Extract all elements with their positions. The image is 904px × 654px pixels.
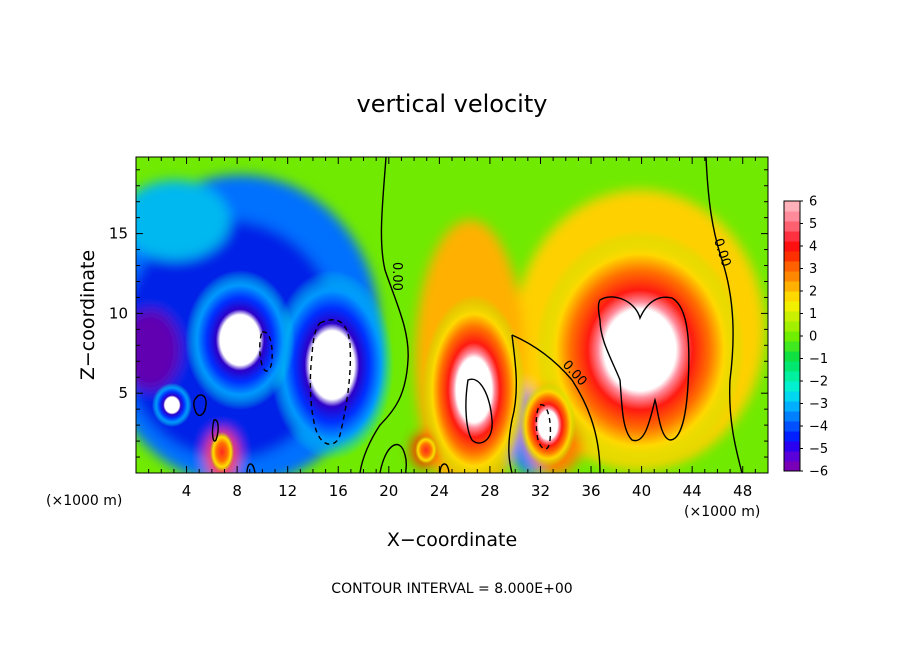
- colorbar-band: [784, 441, 800, 452]
- colorbar-band: [784, 231, 800, 242]
- colorbar-band: [784, 421, 800, 432]
- zero-contour: [379, 443, 408, 473]
- positive-contour: [465, 378, 493, 444]
- negative-contour: [535, 404, 552, 450]
- downdraft-region: [136, 180, 230, 260]
- colorbar-band: [784, 341, 800, 352]
- updraft-core: [422, 295, 526, 473]
- x-tick-label: 44: [683, 482, 702, 500]
- zero-contour: [511, 334, 601, 473]
- velocity-field: [136, 157, 768, 473]
- x-tick-label: 24: [430, 482, 449, 500]
- zero-contour: [508, 334, 518, 473]
- x-tick-label: 12: [278, 482, 297, 500]
- zero-contour: [246, 463, 256, 473]
- x-axis-label: X−coordinate: [387, 529, 517, 551]
- colorbar-tick-label: 2: [809, 285, 817, 300]
- zero-contour: [359, 157, 409, 473]
- contour-label: 0.00: [389, 262, 404, 291]
- y-tick-label: 15: [109, 225, 128, 243]
- colorbar: [783, 200, 801, 472]
- colorbar-ticks: 6 5 4 3 2 1 0 −1 −2 −3 −4 −5 −6: [800, 195, 828, 480]
- colorbar-tick-label: 0: [809, 330, 817, 345]
- x-tick-label: 8: [232, 482, 242, 500]
- colorbar-tick-label: −5: [809, 442, 828, 457]
- colorbar-band: [784, 361, 800, 372]
- x-unit-left: (×1000 m): [46, 493, 122, 509]
- colorbar-tick-label: −1: [809, 352, 828, 367]
- colorbar-band: [784, 331, 800, 342]
- colorbar-band: [784, 381, 800, 392]
- colorbar-tick-label: −4: [809, 420, 828, 435]
- colorbar-tick-label: 4: [809, 240, 817, 255]
- colorbar-band: [784, 351, 800, 362]
- colorbar-band: [784, 291, 800, 302]
- colorbar-tick-label: 1: [809, 307, 817, 322]
- zero-contour: [193, 394, 207, 417]
- colorbar-band: [784, 321, 800, 332]
- positive-contour: [597, 296, 690, 442]
- chart-title: vertical velocity: [357, 90, 548, 118]
- negative-contour: [259, 331, 273, 372]
- downdraft-core: [152, 383, 192, 427]
- contour-lines: [193, 157, 743, 473]
- colorbar-band: [784, 401, 800, 412]
- x-tick-label: 36: [581, 482, 600, 500]
- x-tick-label: 16: [329, 482, 348, 500]
- colorbar-band: [784, 251, 800, 262]
- downdraft-core: [270, 270, 394, 460]
- colorbar-band: [784, 301, 800, 312]
- colorbar-tick-label: 5: [809, 217, 817, 232]
- x-axis: 4 8 12 16 20 24 28 32 36 40 44 48: [148, 157, 756, 500]
- colorbar-band: [784, 201, 800, 212]
- colorbar-band: [784, 411, 800, 422]
- updraft-core: [210, 432, 234, 472]
- zero-contour: [705, 157, 743, 473]
- negative-contour: [309, 319, 352, 445]
- updraft-core: [415, 436, 437, 464]
- contour-interval: CONTOUR INTERVAL = 8.000E+00: [331, 581, 572, 597]
- colorbar-band: [784, 211, 800, 222]
- updraft-core: [520, 383, 576, 467]
- colorbar-tick-label: −3: [809, 397, 828, 412]
- x-unit-right: (×1000 m): [684, 504, 760, 520]
- downdraft-region: [136, 310, 180, 390]
- colorbar-band: [784, 451, 800, 462]
- colorbar-band: [784, 431, 800, 442]
- colorbar-tick-label: 3: [809, 262, 817, 277]
- colorbar-band: [784, 281, 800, 292]
- colorbar-tick-label: −2: [809, 375, 828, 390]
- colorbar-band: [784, 271, 800, 282]
- x-tick-label: 40: [632, 482, 651, 500]
- colorbar-band: [784, 241, 800, 252]
- zero-contour: [439, 463, 450, 473]
- y-axis: 5 10 15: [109, 169, 768, 458]
- colorbar-band: [784, 461, 800, 472]
- colorbar-band: [784, 261, 800, 272]
- y-tick-label: 5: [118, 384, 128, 402]
- x-tick-label: 28: [480, 482, 499, 500]
- x-tick-label: 48: [733, 482, 752, 500]
- colorbar-band: [784, 221, 800, 232]
- colorbar-tick-label: −6: [809, 465, 828, 480]
- x-tick-label: 32: [531, 482, 550, 500]
- colorbar-band: [784, 311, 800, 322]
- colorbar-tick-label: 6: [809, 195, 817, 210]
- colorbar-band: [784, 391, 800, 402]
- y-axis-label: Z−coordinate: [77, 250, 99, 380]
- downdraft-core: [185, 270, 295, 410]
- zero-contour: [211, 419, 219, 442]
- x-tick-label: 4: [182, 482, 192, 500]
- y-tick-label: 10: [109, 304, 128, 322]
- colorbar-band: [784, 371, 800, 382]
- x-tick-label: 20: [379, 482, 398, 500]
